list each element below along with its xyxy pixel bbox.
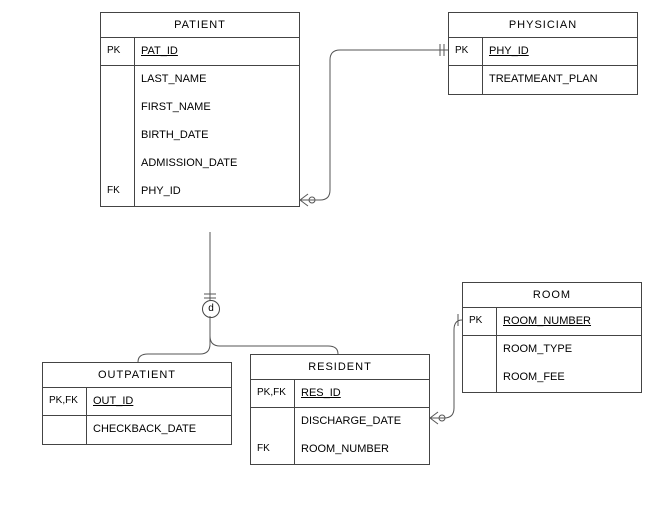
entity-title-physician: PHYSICIAN [449, 13, 637, 38]
key-label [463, 364, 496, 392]
entity-room: ROOM PK ROOM_NUMBER ROOM_TYPE ROOM_FEE [462, 282, 642, 393]
key-label: PK [449, 38, 482, 66]
entity-title-room: ROOM [463, 283, 641, 308]
key-label [43, 416, 86, 444]
attr-res-id: RES_ID [295, 380, 429, 408]
key-label [449, 66, 482, 94]
subtype-d-symbol: d [202, 300, 220, 318]
attr-room-number: ROOM_NUMBER [497, 308, 641, 336]
entity-outpatient: OUTPATIENT PK,FK OUT_ID CHECKBACK_DATE [42, 362, 232, 445]
key-label [463, 336, 496, 364]
connector-subtype-outpatient [138, 316, 210, 362]
connector-patient-physician [300, 50, 448, 200]
connector-subtype-resident [210, 316, 338, 354]
entity-patient: PATIENT PK FK PAT_ID LAST_NAME FIRST_NAM… [100, 12, 300, 207]
connector-resident-room [430, 320, 462, 418]
key-label: PK [463, 308, 496, 336]
attr-phy-id: PHY_ID [483, 38, 637, 66]
attr-birth-date: BIRTH_DATE [135, 122, 299, 150]
key-label [101, 122, 134, 150]
key-label: PK,FK [251, 380, 294, 408]
key-label [101, 66, 134, 94]
entity-title-resident: RESIDENT [251, 355, 429, 380]
attr-last-name: LAST_NAME [135, 66, 299, 94]
attr-phy-id-fk: PHY_ID [135, 178, 299, 206]
key-label [251, 408, 294, 436]
attr-treatment-plan: TREATMEANT_PLAN [483, 66, 637, 94]
attr-admission-date: ADMISSION_DATE [135, 150, 299, 178]
attr-first-name: FIRST_NAME [135, 94, 299, 122]
attr-room-fee: ROOM_FEE [497, 364, 641, 392]
entity-title-patient: PATIENT [101, 13, 299, 38]
key-label [101, 150, 134, 178]
key-label [101, 94, 134, 122]
attr-discharge-date: DISCHARGE_DATE [295, 408, 429, 436]
attr-room-number-fk: ROOM_NUMBER [295, 436, 429, 464]
attr-pat-id: PAT_ID [135, 38, 299, 66]
entity-title-outpatient: OUTPATIENT [43, 363, 231, 388]
key-label: FK [101, 178, 134, 206]
key-label: PK [101, 38, 134, 66]
entity-resident: RESIDENT PK,FK FK RES_ID DISCHARGE_DATE … [250, 354, 430, 465]
attr-out-id: OUT_ID [87, 388, 231, 416]
entity-physician: PHYSICIAN PK PHY_ID TREATMEANT_PLAN [448, 12, 638, 95]
attr-room-type: ROOM_TYPE [497, 336, 641, 364]
key-label: FK [251, 436, 294, 464]
key-label: PK,FK [43, 388, 86, 416]
attr-checkback-date: CHECKBACK_DATE [87, 416, 231, 444]
